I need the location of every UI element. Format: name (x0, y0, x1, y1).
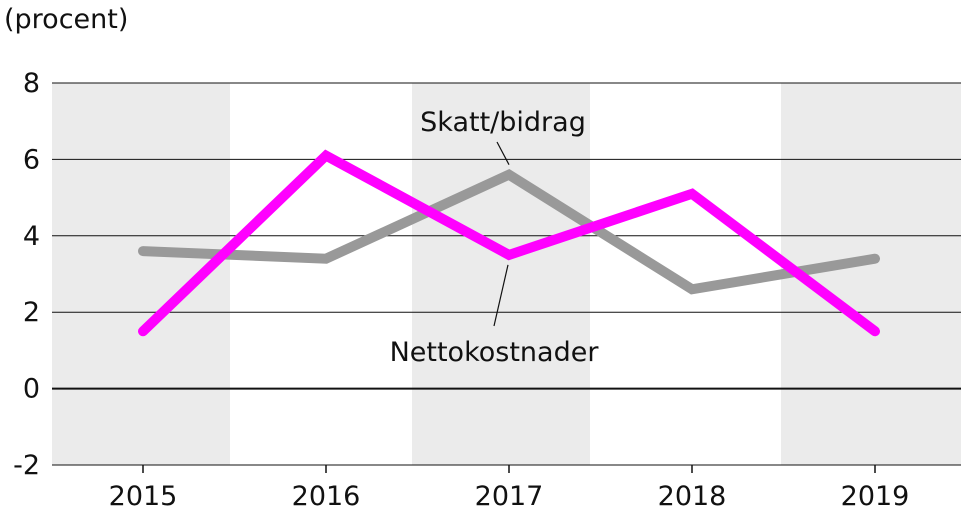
y-axis-unit-label: (procent) (4, 4, 128, 35)
data-point-0 (142, 250, 144, 252)
series-label-nettokostnader: Nettokostnader (390, 337, 600, 368)
data-point-0 (325, 258, 327, 260)
data-point-1 (508, 254, 510, 256)
data-point-0 (874, 258, 876, 260)
data-point-0 (691, 288, 693, 290)
data-point-1 (874, 330, 876, 332)
series-label-leader-netto (493, 264, 509, 327)
x-axis (142, 465, 876, 473)
series-label-skatt-bidrag: Skatt/bidrag (420, 107, 586, 138)
x-tick-label: 2019 (841, 481, 910, 512)
background-bands (52, 83, 961, 465)
y-tick-label: 4 (23, 221, 40, 252)
data-point-1 (691, 193, 693, 195)
data-point-1 (142, 330, 144, 332)
data-point-0 (508, 174, 510, 176)
y-tick-label: -2 (13, 450, 40, 481)
x-tick-label: 2018 (658, 481, 727, 512)
data-point-1 (325, 155, 327, 157)
gridlines (52, 82, 961, 466)
y-tick-label: 0 (23, 374, 40, 405)
x-tick-label: 2016 (292, 481, 361, 512)
x-tick-label: 2017 (475, 481, 544, 512)
series-layer (138, 149, 880, 337)
tick-labels: 8 6 4 2 0 -2 2015 2016 2017 2018 2019 (13, 68, 909, 512)
y-tick-label: 8 (23, 68, 40, 99)
background-band-1 (412, 83, 590, 465)
y-tick-label: 2 (23, 297, 40, 328)
series-label-leader-skatt (496, 141, 510, 165)
x-tick-label: 2015 (109, 481, 178, 512)
y-tick-label: 6 (23, 144, 40, 175)
